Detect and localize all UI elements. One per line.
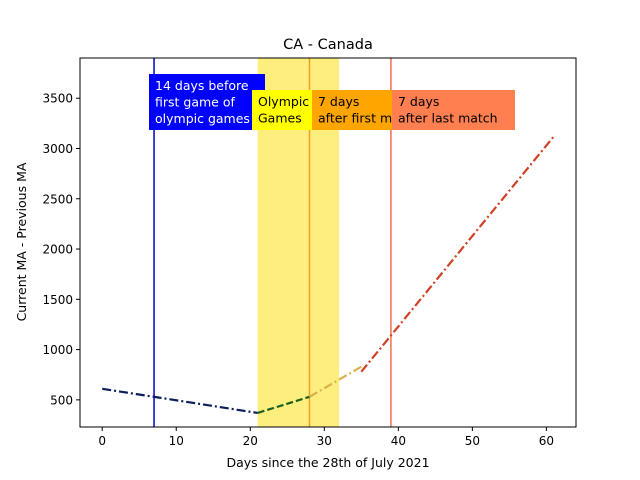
y-tick-label-5: 3000 [42, 142, 73, 156]
series-layer [102, 135, 555, 415]
chart-title: CA - Canada [283, 37, 373, 53]
series-line-0 [102, 387, 258, 415]
x-tick-label-0: 0 [98, 434, 106, 448]
annotation-box-1 [252, 90, 312, 130]
x-axis-label: Days since the 28th of July 2021 [226, 455, 429, 470]
series-line-2 [308, 365, 362, 398]
annotation-line-1-0: Olympic [258, 94, 309, 109]
annotation-line-0-0: 14 days before [155, 78, 249, 93]
annotation-3: 7 days after last match [392, 90, 515, 130]
annotation-line-1-1: Games [258, 111, 302, 126]
annotation-box-0 [149, 74, 265, 130]
x-tick-label-2: 20 [243, 434, 258, 448]
annotation-line-3-0: 7 days [398, 94, 439, 109]
plot-frame [79, 57, 577, 428]
x-tick-label-4: 40 [391, 434, 406, 448]
y-tick-label-2: 1500 [42, 293, 73, 307]
annotation-line-0-2: olympic games [155, 111, 250, 126]
y-tick-label-4: 2500 [42, 192, 73, 206]
y-axis-label: Current MA - Previous MA [14, 162, 29, 321]
annotation-2: 7 days after first match [312, 90, 419, 130]
x-tick-label-1: 10 [169, 434, 184, 448]
y-tick-label-0: 500 [50, 393, 73, 407]
y-tick-label-1: 1000 [42, 343, 73, 357]
annotation-line-3-1: after last match [398, 111, 498, 126]
series-line-1 [257, 395, 310, 414]
x-tick-label-5: 50 [465, 434, 480, 448]
annotation-line-2-0: 7 days [318, 94, 359, 109]
annotation-box-2 [312, 90, 394, 130]
x-tick-label-6: 60 [539, 434, 554, 448]
annotation-1: Olympic Games [252, 90, 312, 130]
y-tick-label-3: 2000 [42, 243, 73, 257]
x-tick-layer: 0 10 20 30 40 50 60 [98, 427, 554, 448]
annotation-line-2-1: after first match [318, 111, 419, 126]
annotation-box-3 [392, 90, 515, 130]
annotation-line-0-1: first game of [155, 95, 235, 110]
x-tick-label-3: 30 [317, 434, 332, 448]
y-tick-label-6: 3500 [42, 92, 73, 106]
y-tick-layer: 500 1000 1500 2000 2500 3000 3500 [42, 92, 80, 407]
